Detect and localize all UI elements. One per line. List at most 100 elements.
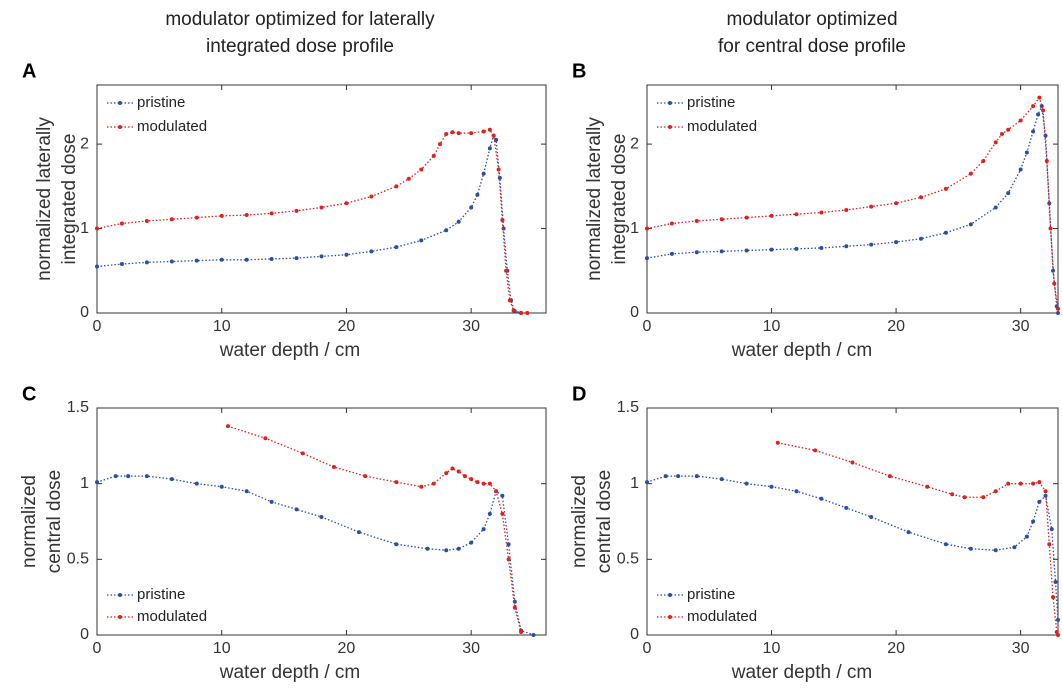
data-point [1056, 617, 1060, 622]
data-point [394, 245, 399, 250]
legend-label: pristine [137, 586, 185, 603]
y-tick-label: 2 [630, 135, 639, 152]
data-point [419, 484, 424, 489]
x-tick-label: 20 [338, 640, 356, 657]
data-point [794, 246, 799, 251]
data-point [500, 511, 505, 516]
series-line [777, 442, 1059, 636]
data-point [676, 474, 681, 479]
series-line [646, 103, 1059, 314]
data-point [456, 546, 461, 551]
data-point [1041, 108, 1046, 113]
data-point [645, 256, 649, 261]
data-point [968, 546, 973, 551]
data-point [437, 142, 442, 147]
data-point [993, 548, 998, 553]
data-point [431, 481, 436, 486]
data-point [1031, 481, 1036, 486]
data-point [1052, 281, 1057, 286]
data-point [425, 546, 430, 551]
y-axis-label: normalized [569, 475, 590, 568]
data-point [1018, 118, 1023, 123]
data-point [506, 542, 511, 547]
data-point [344, 201, 349, 206]
data-point [813, 448, 818, 453]
data-point [519, 311, 524, 315]
data-point [1043, 493, 1048, 498]
data-point [500, 493, 505, 498]
panel-letter: B [572, 60, 586, 82]
data-point [504, 268, 509, 273]
data-point [487, 127, 492, 132]
data-point [219, 213, 224, 218]
legend-marker [668, 101, 672, 105]
y-tick-label: 0 [80, 626, 89, 643]
x-tick-label: 20 [887, 640, 905, 657]
data-point [456, 219, 461, 224]
data-point [869, 514, 874, 519]
data-point [469, 205, 474, 210]
x-tick-label: 0 [93, 318, 102, 335]
data-point [1053, 580, 1058, 585]
x-axis-label: water depth / cm [731, 662, 872, 683]
data-point [1051, 595, 1056, 600]
data-point [968, 171, 973, 176]
data-point [419, 238, 424, 243]
legend-label: pristine [687, 94, 735, 111]
x-axis-label: water depth / cm [219, 662, 360, 683]
data-point [225, 424, 230, 429]
data-point [356, 530, 361, 535]
data-point [769, 213, 774, 218]
data-point [95, 480, 99, 485]
data-point [1036, 112, 1041, 117]
x-tick-label: 10 [763, 640, 781, 657]
data-point [444, 228, 449, 233]
data-point [144, 260, 149, 265]
data-point [481, 171, 486, 176]
data-point [450, 130, 455, 135]
data-point [844, 244, 849, 249]
data-point [943, 542, 948, 547]
data-point [469, 477, 474, 482]
data-point [1056, 311, 1060, 315]
data-point [244, 257, 249, 262]
data-point [494, 489, 499, 494]
y-axis-label: central dose [44, 470, 65, 574]
x-tick-label: 30 [462, 318, 480, 335]
data-point [1012, 545, 1017, 550]
data-point [1056, 306, 1060, 311]
data-point [481, 527, 486, 532]
plot-frame [96, 407, 547, 636]
series-line [96, 134, 522, 314]
data-point [850, 460, 855, 465]
data-point [319, 254, 324, 259]
panel-letter: D [572, 383, 586, 405]
data-point [744, 248, 749, 253]
x-tick-label: 20 [887, 318, 905, 335]
data-point [494, 137, 499, 142]
x-tick-label: 10 [763, 318, 781, 335]
plot-frame [96, 84, 547, 314]
y-axis-label: normalized [19, 475, 40, 568]
x-axis-label: water depth / cm [731, 340, 872, 361]
legend-label: modulated [687, 608, 757, 625]
data-point [481, 129, 486, 134]
data-point [819, 210, 824, 215]
data-point [519, 629, 524, 634]
data-point [419, 167, 424, 172]
data-point [475, 480, 480, 485]
data-point [1043, 489, 1048, 494]
data-point [962, 495, 967, 500]
data-point [1037, 95, 1042, 100]
data-point [719, 249, 724, 254]
data-point [244, 489, 249, 494]
data-point [769, 247, 774, 252]
y-axis-label: central dose [594, 470, 615, 574]
data-point [444, 548, 449, 553]
data-point [925, 484, 930, 489]
data-point [394, 542, 399, 547]
data-point [719, 217, 724, 222]
data-point [144, 474, 149, 479]
x-tick-label: 30 [1012, 318, 1030, 335]
